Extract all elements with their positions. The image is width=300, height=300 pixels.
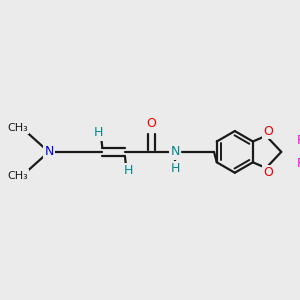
Text: CH₃: CH₃ bbox=[8, 171, 29, 181]
Text: H: H bbox=[94, 127, 103, 140]
Text: F: F bbox=[297, 157, 300, 170]
Text: CH₃: CH₃ bbox=[8, 123, 29, 133]
Text: H: H bbox=[170, 162, 180, 176]
Text: N: N bbox=[170, 146, 180, 158]
Text: H: H bbox=[124, 164, 134, 177]
Text: F: F bbox=[297, 134, 300, 147]
Text: N: N bbox=[44, 146, 54, 158]
Text: O: O bbox=[147, 117, 156, 130]
Text: O: O bbox=[263, 124, 273, 138]
Text: O: O bbox=[263, 166, 273, 179]
